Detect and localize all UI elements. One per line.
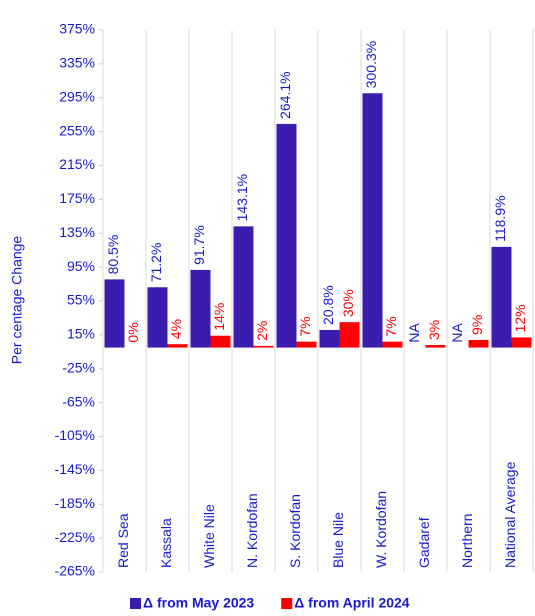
data-label: 7% [297, 316, 313, 336]
x-tick-label: Red Sea [115, 513, 131, 568]
data-label: 12% [512, 304, 528, 332]
bar [233, 226, 254, 348]
bar [276, 123, 297, 348]
data-label: 4% [168, 319, 184, 339]
bar [339, 322, 360, 348]
data-label: 9% [469, 315, 485, 335]
bar [382, 341, 403, 348]
data-label: NA [406, 322, 422, 342]
data-label: 91.7% [191, 225, 207, 265]
y-tick-label: -105% [55, 427, 95, 443]
y-tick-label: 375% [59, 21, 95, 37]
x-tick-label: National Average [502, 461, 518, 568]
legend-swatch [130, 598, 141, 609]
data-label: 14% [211, 303, 227, 331]
data-label: 118.9% [492, 195, 508, 241]
legend-label: Δ from April 2024 [294, 595, 410, 611]
bar [491, 246, 512, 348]
data-label: 0% [125, 322, 141, 342]
bar [190, 269, 211, 348]
y-tick-label: 335% [59, 55, 95, 71]
x-tick-label: S. Kordofan [287, 494, 303, 568]
y-tick-label: 15% [67, 326, 95, 342]
data-label: 300.3% [363, 41, 379, 88]
y-tick-label: 135% [59, 224, 95, 240]
data-label: 30% [340, 289, 356, 317]
legend-swatch [281, 598, 293, 609]
y-tick-label: 175% [59, 190, 95, 206]
data-label: NA [449, 322, 465, 342]
x-tick-label: N. Kordofan [244, 493, 260, 568]
data-label: 3% [426, 320, 442, 340]
data-label: 143.1% [234, 174, 250, 221]
data-label: 7% [383, 316, 399, 336]
y-tick-label: 255% [59, 122, 95, 138]
x-tick-label: W. Kordofan [373, 491, 389, 568]
bar [147, 287, 168, 348]
bar [253, 345, 274, 348]
data-label: 20.8% [320, 285, 336, 325]
x-tick-label: White Nile [201, 504, 217, 568]
x-tick-label: Kassala [158, 518, 174, 568]
data-label: 80.5% [105, 235, 121, 275]
data-label: 2% [254, 321, 270, 341]
y-tick-label: 95% [67, 258, 95, 274]
bar [468, 339, 489, 348]
y-tick-label: -185% [55, 495, 95, 511]
y-axis-title: Per centage Change [9, 236, 25, 365]
y-tick-label: -265% [55, 563, 95, 579]
bar [104, 279, 125, 348]
y-tick-label: 215% [59, 156, 95, 172]
y-tick-label: 295% [59, 88, 95, 104]
x-tick-label: Northern [459, 514, 475, 568]
bar [210, 335, 231, 348]
bar [167, 344, 188, 348]
legend-label: Δ from May 2023 [143, 595, 254, 611]
bar [362, 93, 383, 348]
data-label: 264.1% [277, 71, 293, 118]
bar [296, 341, 317, 348]
y-tick-label: -65% [62, 393, 95, 409]
bar [511, 337, 532, 348]
y-tick-label: -145% [55, 461, 95, 477]
y-tick-label: -225% [55, 529, 95, 545]
bar [425, 345, 446, 348]
x-tick-label: Gadaref [416, 517, 432, 568]
y-tick-label: 55% [67, 292, 95, 308]
y-tick-label: -25% [62, 359, 95, 375]
bar [319, 329, 340, 348]
data-label: 71.2% [148, 243, 164, 283]
x-tick-label: Blue Nile [330, 512, 346, 568]
